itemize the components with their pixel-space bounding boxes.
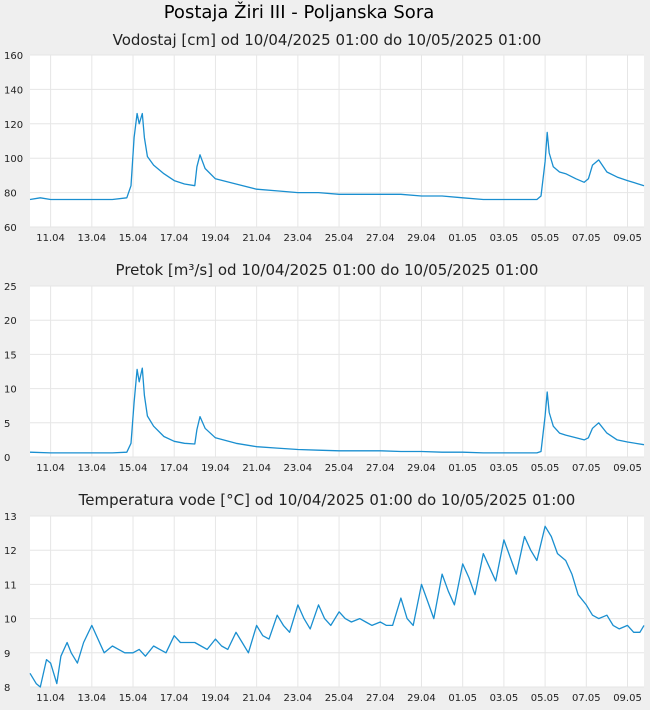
chart-title: Vodostaj [cm] od 10/04/2025 01:00 do 10/… [113, 31, 542, 49]
y-tick-label: 15 [4, 350, 17, 361]
y-tick-label: 160 [4, 51, 23, 62]
x-tick-label: 19.04 [201, 233, 230, 244]
x-tick-label: 25.04 [325, 463, 354, 474]
series-line [29, 525, 645, 688]
y-tick-label: 9 [4, 649, 10, 660]
y-tick-label: 80 [4, 189, 17, 200]
x-tick-label: 17.04 [160, 233, 189, 244]
x-tick-label: 21.04 [242, 233, 271, 244]
x-tick-label: 15.04 [119, 693, 148, 704]
chart-1: Vodostaj [cm] od 10/04/2025 01:00 do 10/… [4, 31, 645, 244]
x-tick-label: 25.04 [325, 233, 354, 244]
x-tick-label: 15.04 [119, 463, 148, 474]
x-tick-label: 11.04 [36, 693, 65, 704]
x-tick-label: 29.04 [407, 233, 436, 244]
x-tick-label: 01.05 [448, 233, 477, 244]
series-line [29, 112, 645, 201]
x-tick-label: 29.04 [407, 463, 436, 474]
page-title: Postaja Žiri III - Poljanska Sora [163, 2, 435, 23]
y-tick-label: 8 [4, 683, 10, 694]
x-tick-label: 03.05 [490, 233, 519, 244]
x-tick-label: 01.05 [448, 463, 477, 474]
y-tick-label: 5 [4, 419, 10, 430]
x-tick-label: 19.04 [201, 463, 230, 474]
x-tick-label: 13.04 [77, 463, 106, 474]
x-tick-label: 01.05 [448, 693, 477, 704]
y-tick-label: 25 [4, 282, 17, 293]
x-tick-label: 11.04 [36, 463, 65, 474]
y-tick-label: 60 [4, 223, 17, 234]
x-tick-label: 09.05 [613, 463, 642, 474]
x-tick-label: 03.05 [490, 693, 519, 704]
x-tick-label: 05.05 [531, 463, 560, 474]
x-tick-label: 21.04 [242, 693, 271, 704]
x-tick-label: 05.05 [531, 233, 560, 244]
y-tick-label: 20 [4, 316, 17, 327]
plot-area [30, 516, 644, 687]
x-tick-label: 11.04 [36, 233, 65, 244]
x-tick-label: 15.04 [119, 233, 148, 244]
x-tick-label: 05.05 [531, 693, 560, 704]
series-line [29, 367, 645, 454]
y-tick-label: 120 [4, 120, 23, 131]
x-tick-label: 29.04 [407, 693, 436, 704]
chart-2: Pretok [m³/s] od 10/04/2025 01:00 do 10/… [4, 261, 645, 474]
y-tick-label: 0 [4, 453, 10, 464]
x-tick-label: 07.05 [572, 693, 601, 704]
y-tick-label: 11 [4, 580, 17, 591]
y-tick-label: 100 [4, 154, 23, 165]
x-tick-label: 27.04 [366, 233, 395, 244]
x-tick-label: 27.04 [366, 463, 395, 474]
plot-area [30, 286, 644, 457]
x-tick-label: 23.04 [284, 693, 313, 704]
chart-title: Pretok [m³/s] od 10/04/2025 01:00 do 10/… [116, 261, 539, 279]
x-tick-label: 27.04 [366, 693, 395, 704]
x-tick-label: 07.05 [572, 233, 601, 244]
y-tick-label: 10 [4, 385, 17, 396]
y-tick-label: 12 [4, 546, 17, 557]
x-tick-label: 03.05 [490, 463, 519, 474]
y-tick-label: 10 [4, 615, 17, 626]
x-tick-label: 09.05 [613, 693, 642, 704]
x-tick-label: 21.04 [242, 463, 271, 474]
x-tick-label: 17.04 [160, 693, 189, 704]
x-tick-label: 13.04 [77, 233, 106, 244]
plot-area [30, 55, 644, 227]
chart-title: Temperatura vode [°C] od 10/04/2025 01:0… [78, 491, 576, 509]
chart-3: Temperatura vode [°C] od 10/04/2025 01:0… [4, 491, 645, 704]
y-tick-label: 13 [4, 512, 17, 523]
x-tick-label: 17.04 [160, 463, 189, 474]
x-tick-label: 23.04 [284, 463, 313, 474]
x-tick-label: 25.04 [325, 693, 354, 704]
x-tick-label: 09.05 [613, 233, 642, 244]
x-tick-label: 07.05 [572, 463, 601, 474]
y-tick-label: 140 [4, 85, 23, 96]
x-tick-label: 23.04 [284, 233, 313, 244]
x-tick-label: 19.04 [201, 693, 230, 704]
x-tick-label: 13.04 [77, 693, 106, 704]
